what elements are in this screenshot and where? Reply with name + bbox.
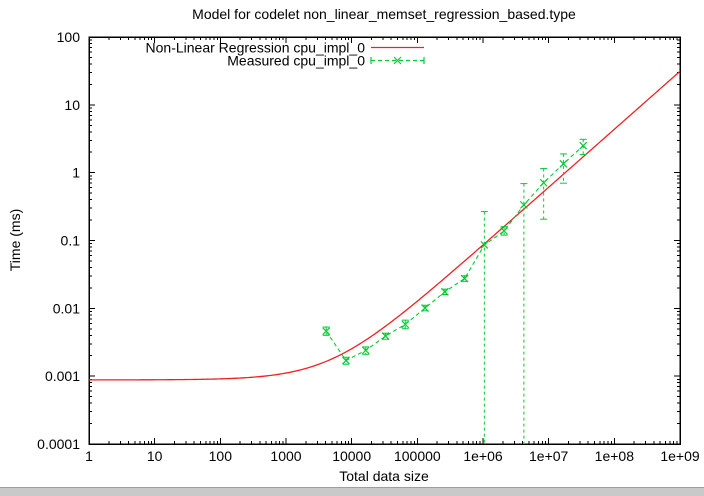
data-point-x-marker [401,320,410,329]
x-axis-title: Total data size [339,468,429,484]
data-point-x-marker [322,327,331,336]
x-tick-label: 1000 [270,448,301,464]
measured-line [325,145,584,362]
x-tick-label: 1e+06 [463,448,503,464]
plot-border [88,36,681,445]
data-point-x-marker [460,274,469,283]
y-tick-label: 0.001 [45,368,80,384]
data-point-x-marker [559,159,568,168]
x-tick-label: 1e+08 [595,448,635,464]
y-tick-label: 10 [64,97,80,113]
x-tick-label: 1e+07 [529,448,569,464]
x-tick-label: 1 [85,448,93,464]
x-tick-label: 100000 [394,448,441,464]
regression-curve [89,70,681,381]
x-tick-label: 10000 [332,448,371,464]
legend-sample-x-marker [393,56,402,65]
y-tick-label: 0.01 [53,300,80,316]
legend-label-measured: Measured cpu_impl_0 [227,53,365,69]
x-tick-label: 1e+09 [660,448,700,464]
y-tick-label: 100 [57,29,81,45]
data-point-x-marker [421,304,429,312]
data-point-x-marker [361,346,370,355]
window-bottom-bar [0,487,704,496]
data-point-x-marker [440,287,449,296]
data-point-x-marker [539,178,548,187]
data-point-x-marker [579,141,588,150]
y-tick-label: 0.1 [61,233,81,249]
legend: Non-Linear Regression cpu_impl_0Measured… [146,40,425,69]
y-axis-title: Time (ms) [7,209,23,271]
data-point-x-marker [519,200,528,209]
x-tick-label: 10 [147,448,163,464]
axis-ticks [88,36,681,445]
data-point-x-marker [500,227,509,235]
data-point-x-marker [480,241,489,249]
legend-label-regression: Non-Linear Regression cpu_impl_0 [146,40,366,56]
y-tick-label: 0.0001 [37,436,80,452]
data-point-x-marker [342,356,350,365]
data-point-x-marker [381,332,390,340]
measured-series [322,138,588,444]
y-tick-label: 1 [72,165,80,181]
x-tick-label: 100 [209,448,233,464]
chart-title: Model for codelet non_linear_memset_regr… [192,6,576,22]
